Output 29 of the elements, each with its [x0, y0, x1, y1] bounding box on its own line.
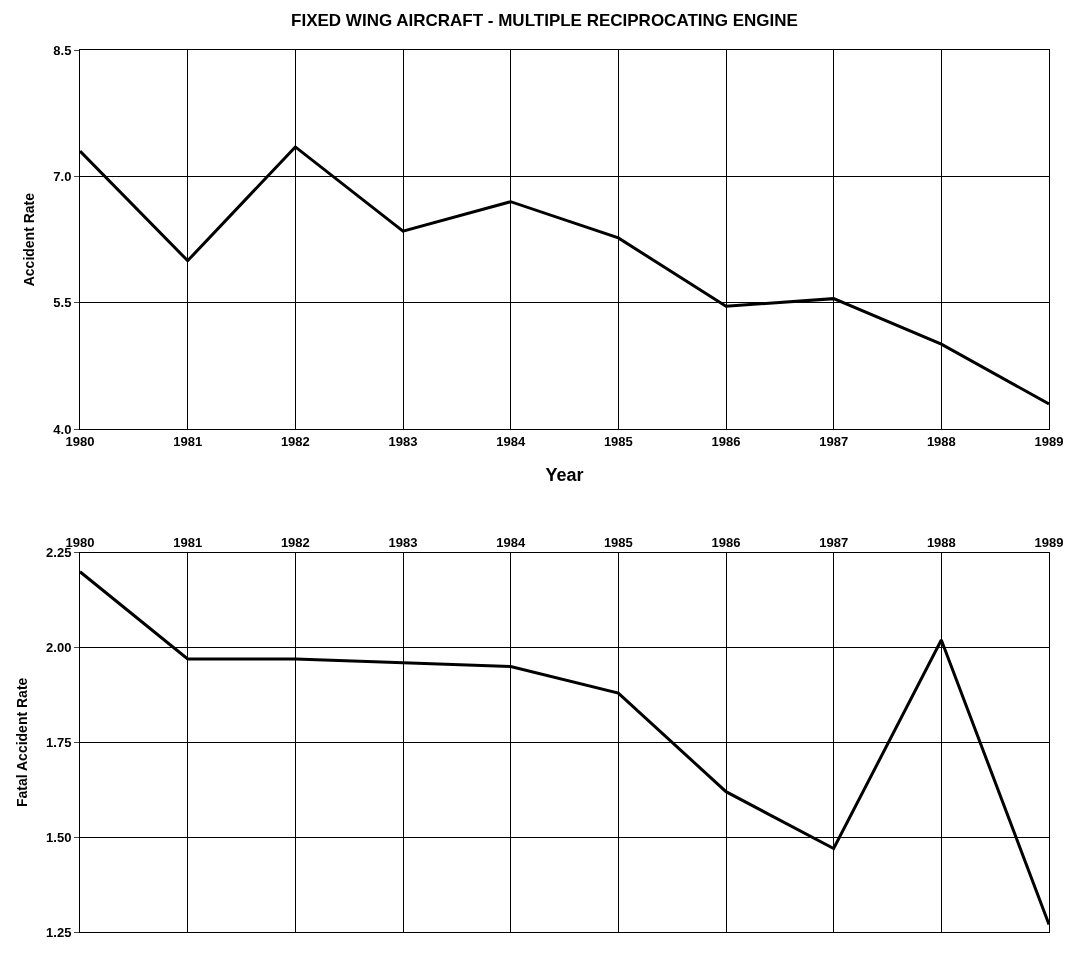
y-tick-label: 7.0 — [53, 168, 72, 184]
x-tick-label: 1989 — [1034, 433, 1064, 449]
y-tick-label: 1.25 — [46, 924, 72, 940]
y-tick-label: 1.50 — [46, 829, 72, 845]
x-tick-label: 1987 — [819, 433, 849, 449]
x-tick-label: 1987 — [819, 534, 849, 550]
x-tick-label: 1982 — [280, 433, 310, 449]
x-tick-label: 1984 — [496, 433, 526, 449]
y-tick-label: 5.5 — [53, 295, 72, 311]
chart-title: FIXED WING AIRCRAFT - MULTIPLE RECIPROCATING ENGINE — [291, 11, 798, 31]
x-tick-label: 1986 — [711, 433, 741, 449]
x-tick-label: 1981 — [173, 433, 203, 449]
x-axis-title: Year — [545, 464, 584, 485]
y-tick-label: 2.00 — [46, 640, 72, 656]
x-tick-label: 1982 — [280, 534, 310, 550]
y-axis-title: Fatal Accident Rate — [13, 677, 30, 808]
x-tick-label: 1983 — [388, 534, 418, 550]
x-tick-label: 1986 — [711, 534, 741, 550]
x-tick-label: 1985 — [603, 534, 633, 550]
x-tick-label: 1988 — [926, 534, 956, 550]
x-tick-label: 1983 — [388, 433, 418, 449]
x-tick-label: 1985 — [603, 433, 633, 449]
y-tick-label: 8.5 — [53, 42, 72, 58]
x-tick-label: 1988 — [926, 433, 956, 449]
x-tick-label: 1989 — [1034, 534, 1064, 550]
x-tick-label: 1981 — [173, 534, 203, 550]
y-axis-title: Accident Rate — [20, 192, 37, 287]
x-tick-label: 1984 — [496, 534, 526, 550]
y-tick-label: 1.75 — [46, 734, 72, 750]
